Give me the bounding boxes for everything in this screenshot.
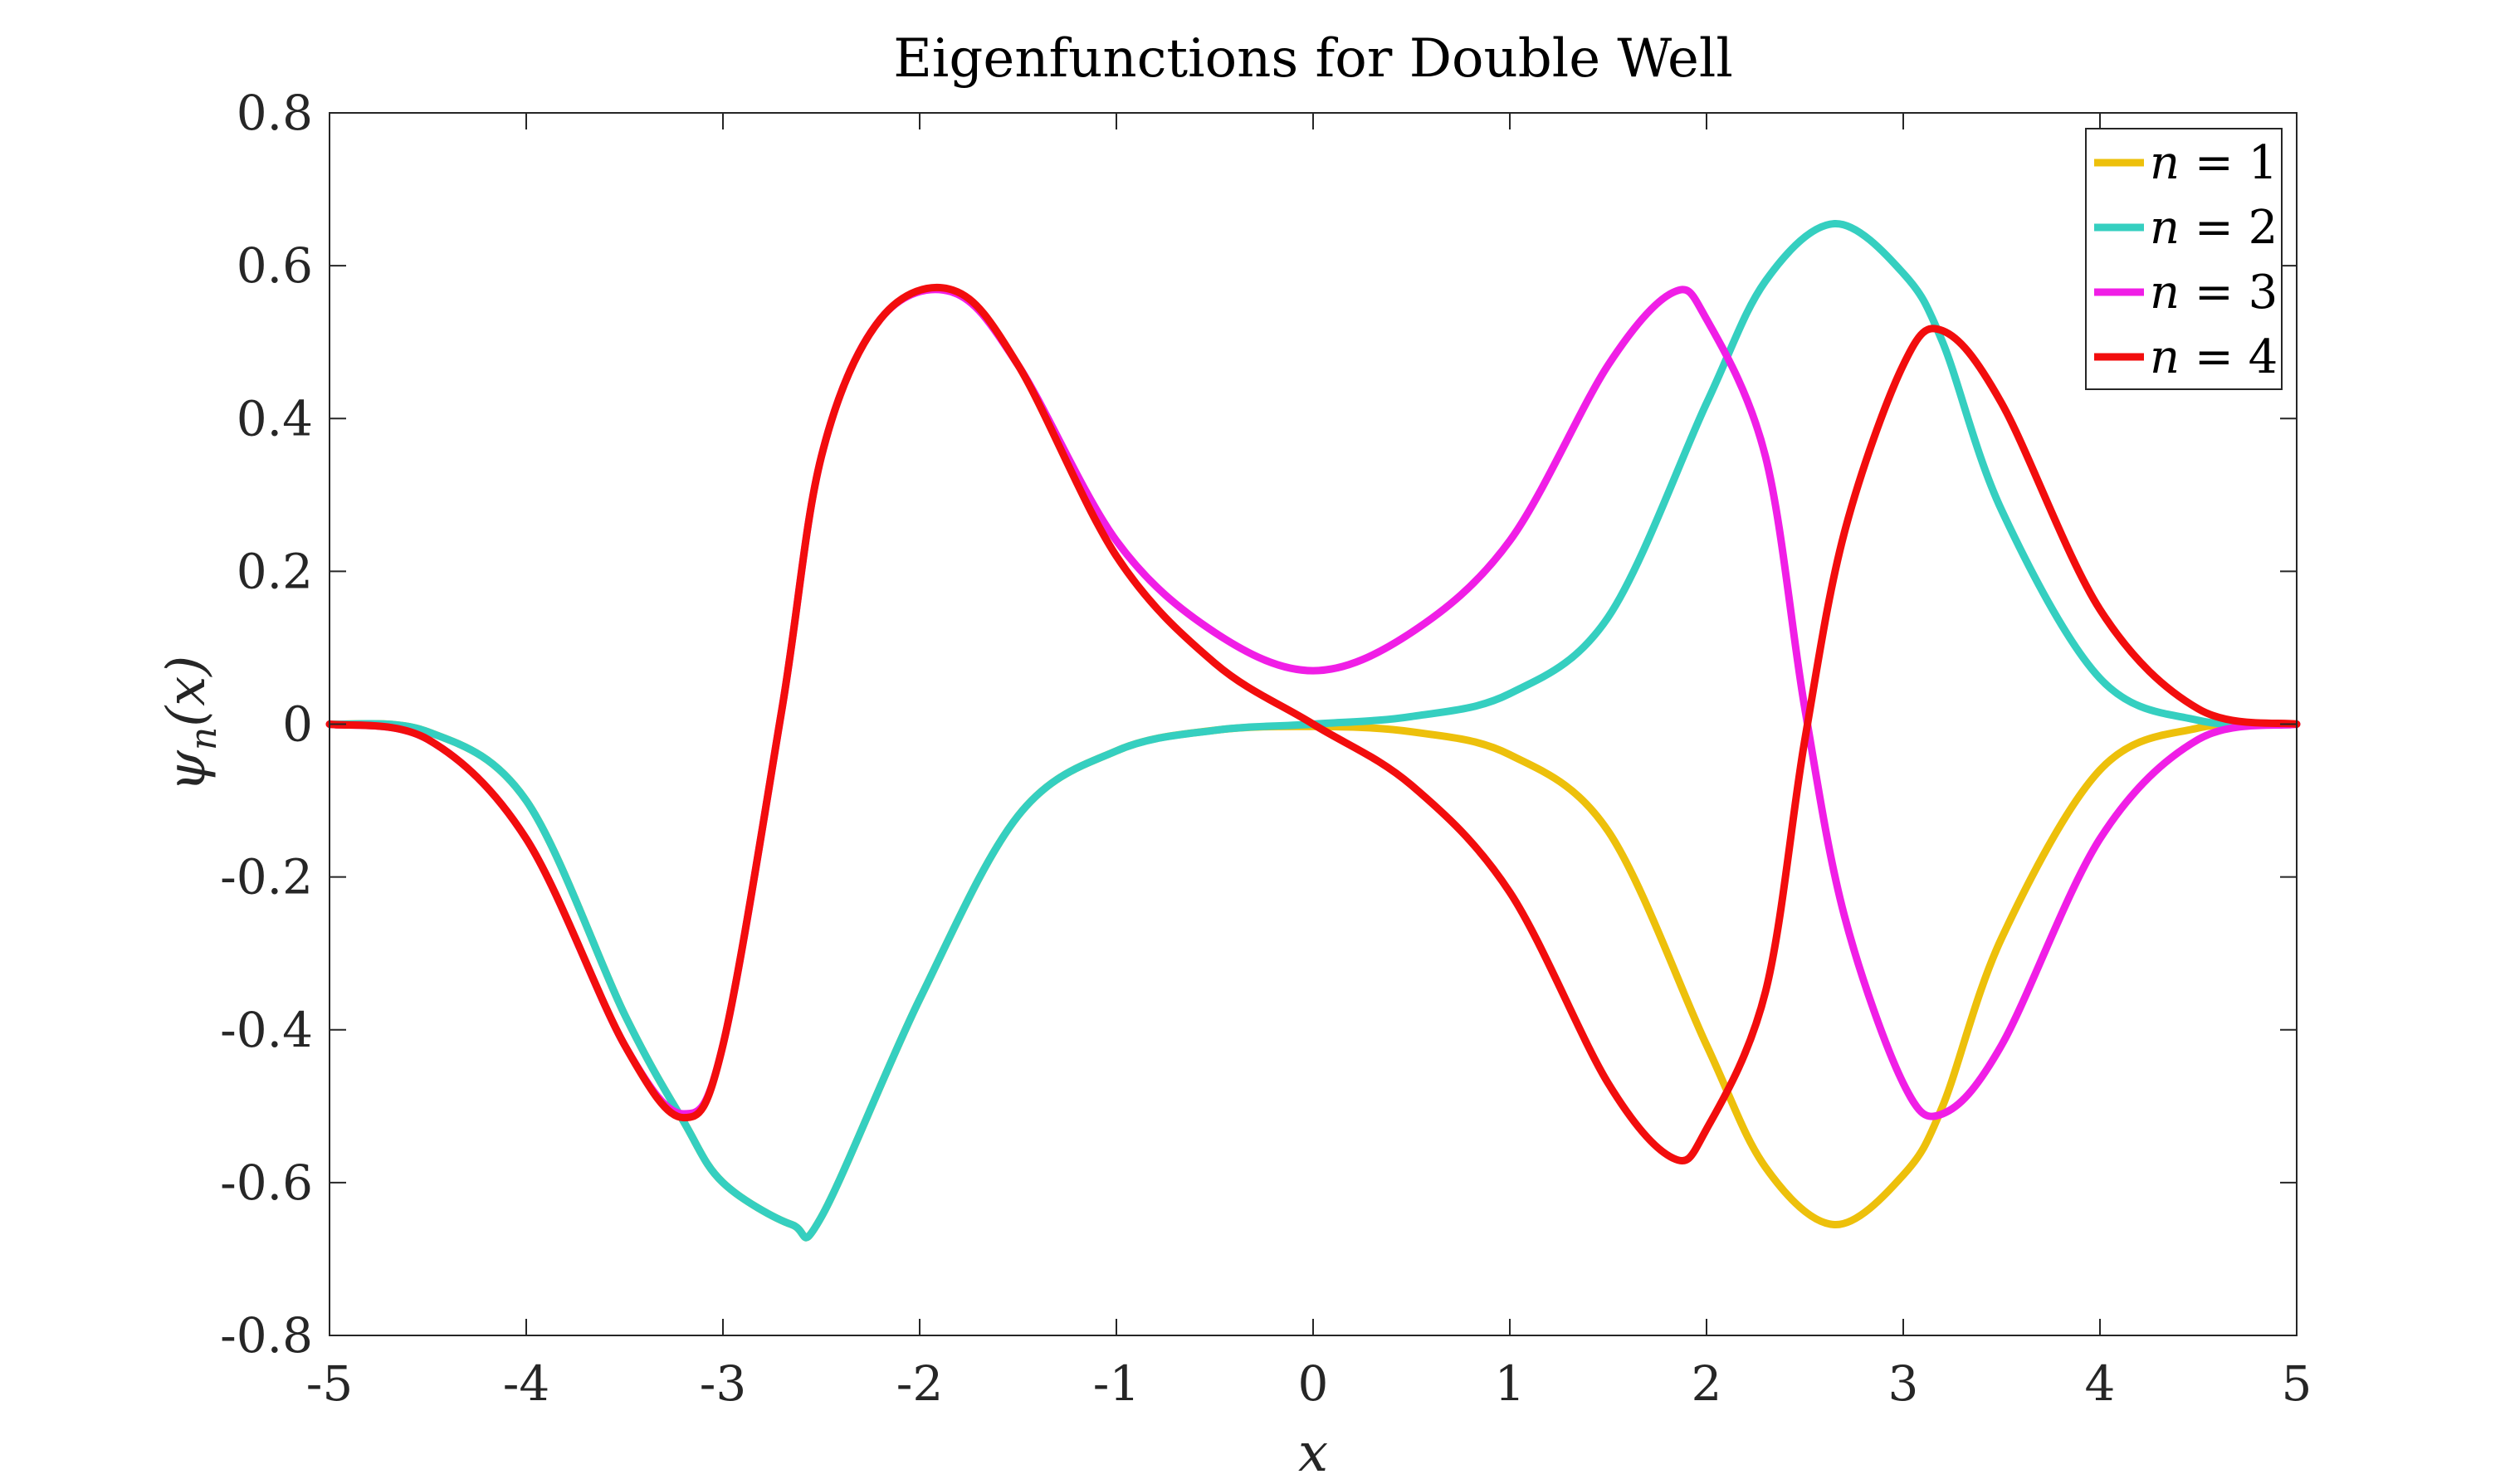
y-axis-label: ψn(x) xyxy=(156,656,225,793)
y-tick-label: 0.6 xyxy=(237,237,313,294)
x-tick-label: 3 xyxy=(1888,1355,1919,1412)
chart-title: Eigenfunctions for Double Well xyxy=(893,28,1733,90)
y-tick-label: -0.4 xyxy=(220,1002,313,1058)
series-line-n4 xyxy=(325,284,2301,1164)
legend-box xyxy=(2085,128,2283,390)
x-tick-label: 0 xyxy=(1298,1355,1329,1412)
y-tick-label: 0.8 xyxy=(237,85,313,141)
x-tick-label: 1 xyxy=(1495,1355,1526,1412)
plot-area: -5 -4 -3 -2 -1 0 1 2 3 4 5 0.8 0.6 0.4 0.2 0 -0.2 -0.4 -0… xyxy=(220,85,2312,1412)
legend-label-n4: n = 4 xyxy=(2150,330,2278,384)
series-layer xyxy=(325,220,2301,1242)
x-tick-label: 4 xyxy=(2085,1355,2116,1412)
x-tick-label: -3 xyxy=(700,1355,747,1412)
x-axis: -5 -4 -3 -2 -1 0 1 2 3 4 5 xyxy=(306,113,2312,1412)
x-tick-label: -1 xyxy=(1093,1355,1140,1412)
y-axis-label-rest: (x) xyxy=(156,656,217,727)
y-axis: 0.8 0.6 0.4 0.2 0 -0.2 -0.4 -0.6 -0.8 xyxy=(220,85,2297,1364)
legend-label-n2: n = 2 xyxy=(2150,201,2278,255)
x-tick-label: 2 xyxy=(1692,1355,1722,1412)
x-tick-label: -4 xyxy=(503,1355,550,1412)
x-axis-label: x xyxy=(1298,1423,1328,1484)
series-line-n2 xyxy=(325,220,2301,1242)
series-line-n1 xyxy=(325,720,2301,1242)
x-tick-label: -5 xyxy=(306,1355,354,1412)
y-tick-label: 0.4 xyxy=(237,390,313,447)
y-tick-label: -0.8 xyxy=(220,1307,313,1364)
legend: n = 1 n = 2 n = 3 n = 4 xyxy=(2085,128,2283,390)
legend-label-n1: n = 1 xyxy=(2150,136,2278,190)
y-tick-label: -0.6 xyxy=(220,1154,313,1211)
x-tick-label: -2 xyxy=(896,1355,944,1412)
y-axis-label-main: ψ xyxy=(156,749,217,792)
series-line-n3 xyxy=(325,286,2301,1120)
y-axis-label-subscript: n xyxy=(183,727,225,750)
y-tick-label: 0 xyxy=(282,696,313,753)
y-tick-label: 0.2 xyxy=(237,543,313,599)
legend-label-n3: n = 3 xyxy=(2150,266,2278,320)
x-tick-label: 5 xyxy=(2282,1355,2312,1412)
y-tick-label: -0.2 xyxy=(220,849,313,906)
